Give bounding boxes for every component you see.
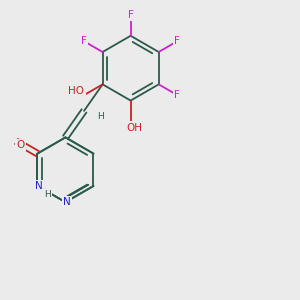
Text: HO: HO xyxy=(68,86,85,96)
Text: F: F xyxy=(128,10,134,20)
Text: F: F xyxy=(174,90,180,100)
Text: H: H xyxy=(44,190,51,200)
Text: O: O xyxy=(16,140,25,150)
Text: OH: OH xyxy=(126,122,142,133)
Text: F: F xyxy=(174,37,180,46)
Text: F: F xyxy=(81,37,87,46)
Text: H: H xyxy=(98,112,104,122)
Text: N: N xyxy=(35,181,43,191)
Text: N: N xyxy=(63,197,71,207)
